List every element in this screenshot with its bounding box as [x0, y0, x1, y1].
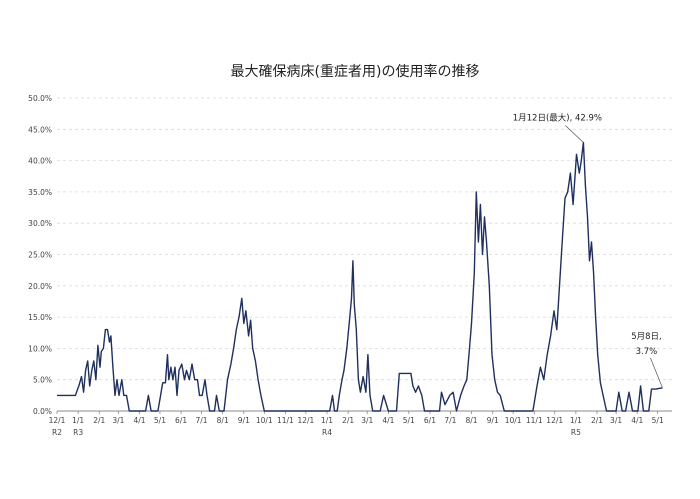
- annotations: 1月12日(最大), 42.9% 5月8日, 3.7%: [513, 112, 663, 388]
- x-tick-label: 11/1: [526, 416, 543, 425]
- y-tick-label: 25.0%: [28, 251, 52, 260]
- x-tick-label: 3/1: [112, 416, 124, 425]
- x-tick-label: 4/1: [133, 416, 145, 425]
- x-tick-label: 10/1: [256, 416, 273, 425]
- y-tick-label: 20.0%: [28, 282, 52, 291]
- y-tick-label: 40.0%: [28, 157, 52, 166]
- era-label: R4: [322, 428, 332, 437]
- x-tick-label: 1/1: [72, 416, 84, 425]
- x-tick-label: 4/1: [631, 416, 643, 425]
- x-tick-label: 8/1: [217, 416, 229, 425]
- x-tick-label: 3/1: [361, 416, 373, 425]
- x-tick-label: 2/1: [342, 416, 354, 425]
- x-tick-label: 4/1: [382, 416, 394, 425]
- x-tick-label: 5/1: [154, 416, 166, 425]
- chart-title: 最大確保病床(重症者用)の使用率の推移: [231, 63, 480, 80]
- x-axis: 12/1 R2 1/1 R3 2/1 3/1 4/1 5/1 6/1 7/1 8/1 9/1 10/1 1…: [49, 411, 664, 437]
- series-layer: [57, 141, 663, 412]
- y-tick-label: 10.0%: [28, 344, 52, 353]
- era-label: R5: [571, 428, 581, 437]
- annotation-leader: [565, 125, 584, 143]
- x-tick-label: 6/1: [175, 416, 187, 425]
- x-tick-label: 12/1: [49, 416, 66, 425]
- x-tick-label: 2/1: [591, 416, 603, 425]
- y-tick-label: 35.0%: [28, 188, 52, 197]
- annotation-label: 3.7%: [636, 347, 658, 357]
- series-line: [57, 141, 663, 412]
- x-tick-label: 5/1: [403, 416, 415, 425]
- x-tick-label: 1/1: [570, 416, 582, 425]
- y-tick-label: 50.0%: [28, 94, 52, 103]
- x-tick-label: 2/1: [93, 416, 105, 425]
- x-tick-label: 11/1: [277, 416, 294, 425]
- x-tick-label: 1/1: [321, 416, 333, 425]
- y-tick-label: 0.0%: [33, 407, 52, 416]
- x-tick-label: 3/1: [610, 416, 622, 425]
- y-tick-label: 30.0%: [28, 219, 52, 228]
- annotation-leader: [650, 357, 663, 388]
- x-tick-label: 12/1: [546, 416, 563, 425]
- era-label: R2: [52, 428, 62, 437]
- grid-lines: [57, 97, 672, 381]
- x-tick-label: 10/1: [505, 416, 522, 425]
- x-tick-label: 9/1: [487, 416, 499, 425]
- era-label: R3: [73, 428, 83, 437]
- x-tick-label: 12/1: [297, 416, 314, 425]
- x-tick-label: 6/1: [424, 416, 436, 425]
- annotation-label: 1月12日(最大), 42.9%: [513, 112, 602, 123]
- x-tick-label: 9/1: [238, 416, 250, 425]
- y-tick-label: 15.0%: [28, 313, 52, 322]
- y-axis: 0.0% 5.0% 10.0% 15.0% 20.0% 25.0% 30.0% 35.0% 40…: [28, 94, 672, 416]
- x-tick-label: 5/1: [652, 416, 664, 425]
- annotation-label: 5月8日,: [631, 332, 662, 342]
- x-tick-label: 7/1: [196, 416, 208, 425]
- y-tick-label: 45.0%: [28, 125, 52, 134]
- y-tick-label: 5.0%: [33, 376, 52, 385]
- x-tick-label: 7/1: [444, 416, 456, 425]
- x-tick-label: 8/1: [466, 416, 478, 425]
